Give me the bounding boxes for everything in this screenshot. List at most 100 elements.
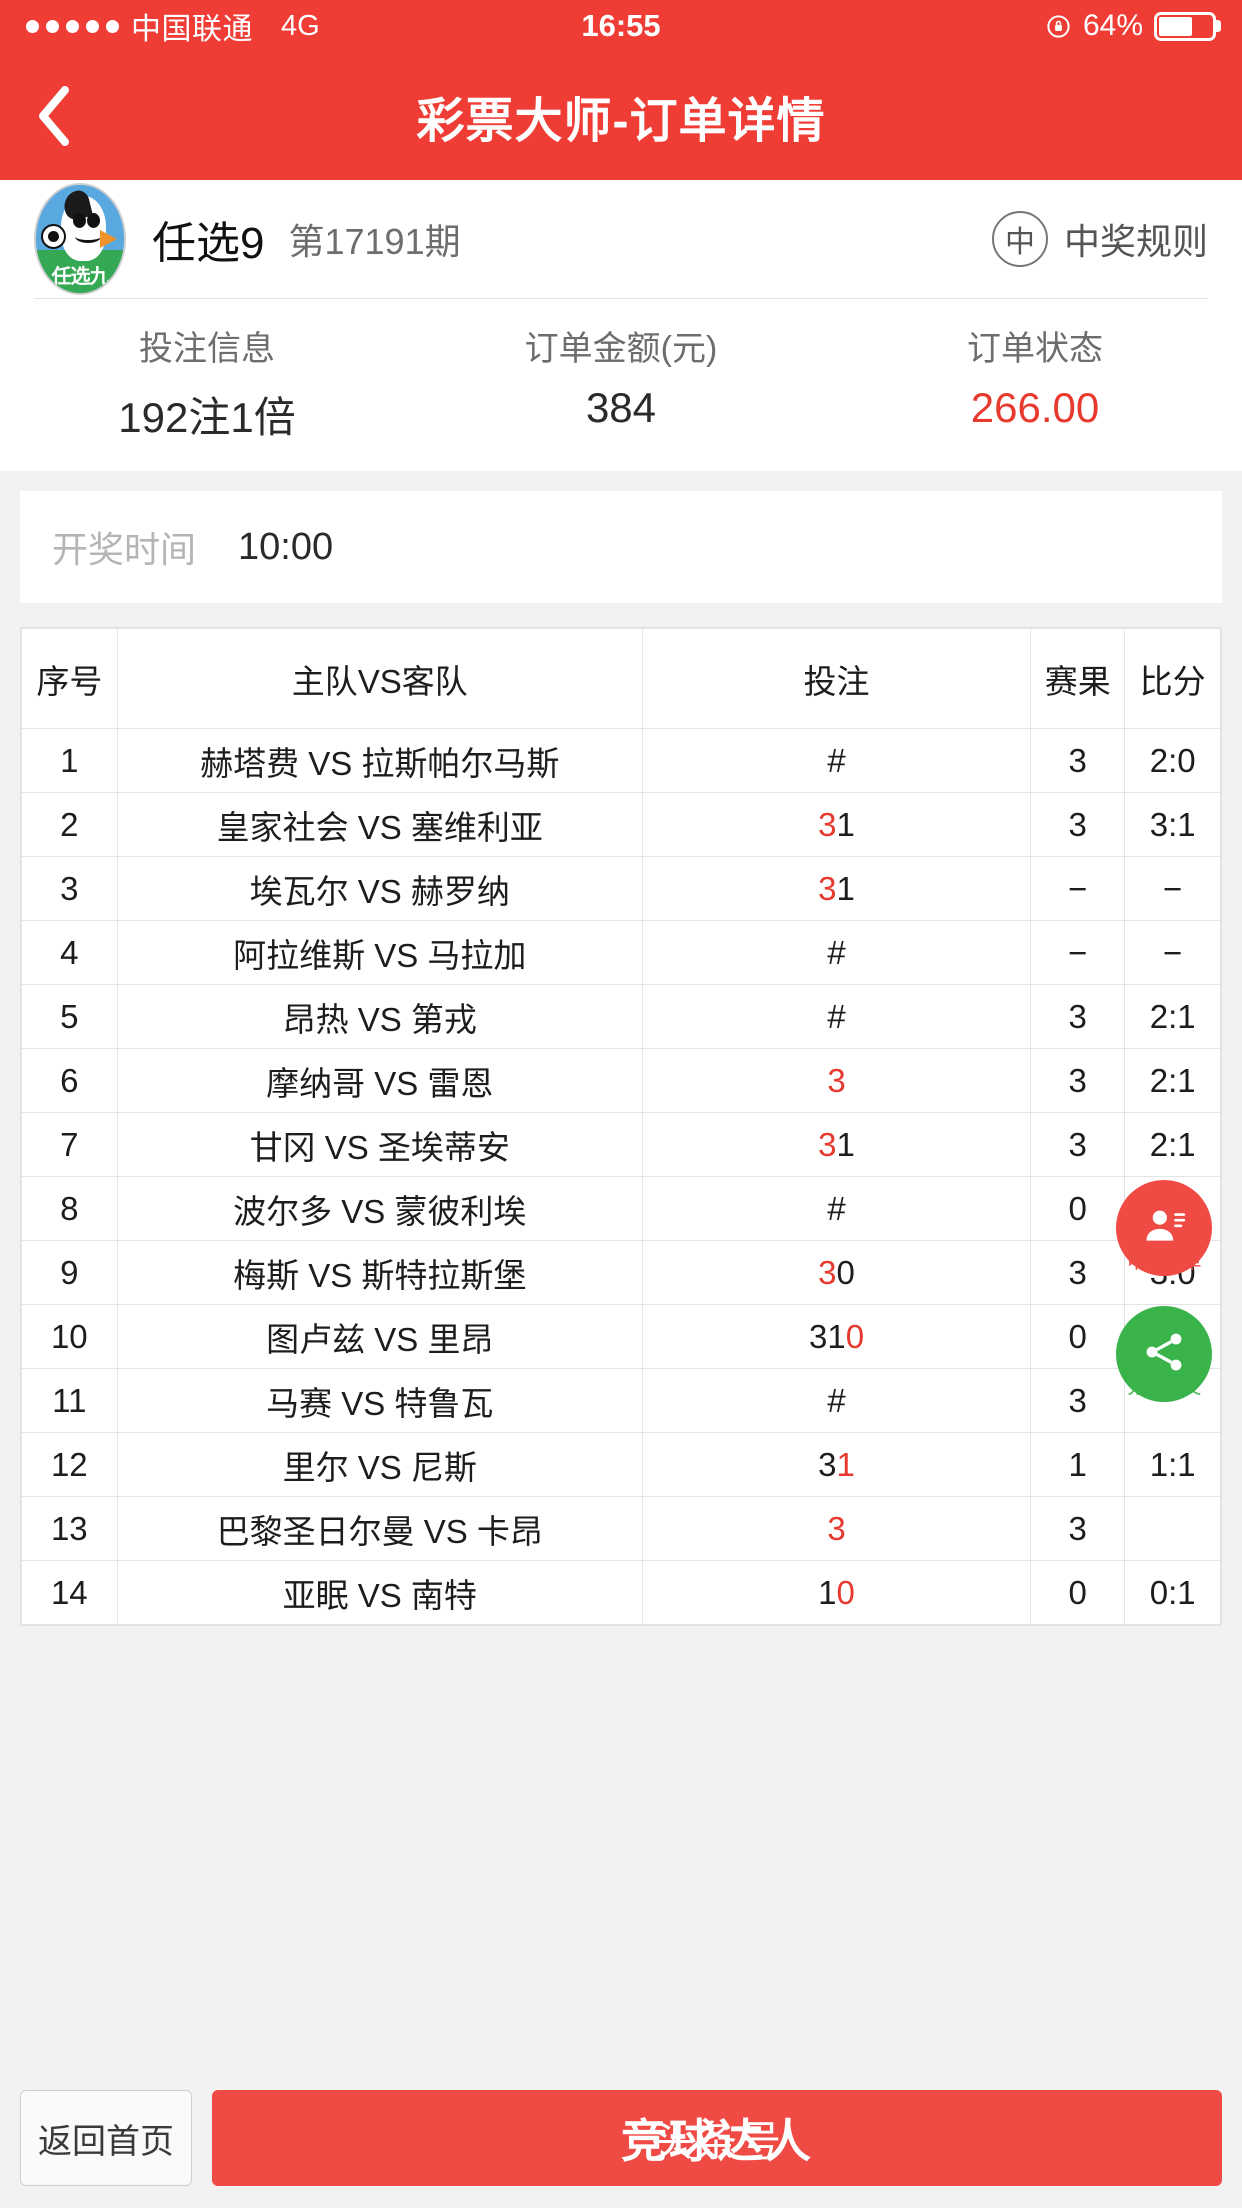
table-row: 12 里尔 VS 尼斯 31 1 1:1: [21, 1432, 1221, 1497]
signal-dots-icon: [26, 19, 119, 33]
share-button[interactable]: [1116, 1306, 1212, 1402]
cell-bet: #: [641, 1368, 1032, 1433]
status-bar: 中国联通 4G 16:55 64%: [0, 0, 1242, 52]
cell-bet: 31: [641, 856, 1032, 921]
cell-no: 7: [21, 1112, 118, 1177]
nav-bar: 彩票大师-订单详情: [0, 52, 1242, 180]
cell-no: 9: [21, 1240, 118, 1305]
bet-digit-red: 1: [836, 1445, 855, 1483]
bottom-action-bar: 返回首页 头条号 竞球达人: [0, 2068, 1242, 2208]
cell-no: 13: [21, 1496, 118, 1561]
back-to-home-button[interactable]: 返回首页: [20, 2090, 192, 2186]
table-row: 9梅斯 VS 斯特拉斯堡3033:0: [21, 1240, 1221, 1305]
prize-rule-button[interactable]: 中 中奖规则: [991, 211, 1208, 267]
cell-result: 3: [1030, 984, 1126, 1049]
cell-bet: 30: [641, 1240, 1032, 1305]
table-row: 13 巴黎圣日尔曼 VS 卡昂 3 3: [21, 1496, 1221, 1561]
prize-badge-icon: 中: [991, 211, 1048, 267]
stat-bet-info: 投注信息 192注1倍: [0, 321, 414, 445]
cell-no: 3: [21, 856, 118, 921]
game-issue-label: 第17191期: [288, 221, 461, 262]
cell-teams: 波尔多 VS 蒙彼利埃: [116, 1176, 643, 1241]
primary-action-button[interactable]: 头条号 竞球达人: [212, 2090, 1222, 2186]
bet-digit-red: 3: [818, 1125, 837, 1163]
logo-ribbon-label: 任选九: [51, 265, 110, 288]
cell-no: 10: [21, 1304, 118, 1369]
cell-score: 2:1: [1124, 1112, 1221, 1177]
cell-bet: #: [641, 984, 1032, 1049]
cell-teams: 赫塔费 VS 拉斯帕尔马斯: [116, 728, 643, 793]
stat-value: 192注1倍: [118, 394, 296, 441]
share-caption: 分享好友: [1126, 1377, 1202, 1398]
rotation-lock-icon: [1045, 13, 1072, 40]
section-gap: [0, 471, 1242, 491]
cell-no: 2: [21, 792, 118, 857]
cell-no: 1: [21, 728, 118, 793]
game-name-label: 任选9: [152, 219, 265, 268]
match-table-body: 1 赫塔费 VS 拉斯帕尔马斯 #3 2:0 2 皇家社会 VS 塞维利亚 31 3 3:1 3 埃…: [21, 728, 1221, 1625]
cell-teams: 皇家社会 VS 塞维利亚: [116, 792, 643, 857]
bet-digit-red: 3: [818, 1253, 837, 1291]
bet-digit-black: 1: [836, 869, 855, 907]
bet-digit-red: 3: [827, 1061, 846, 1099]
cell-result: 3: [1030, 1368, 1126, 1433]
bet-digit-red: 3: [818, 869, 837, 907]
cell-score: 1:1: [1124, 1432, 1221, 1497]
table-row: 7 甘冈 VS 圣埃蒂安 31 3 2:1: [21, 1112, 1221, 1177]
table-row: 4 阿拉维斯 VS 马拉加 # − −: [21, 920, 1221, 985]
bet-digit-red: 3: [827, 1509, 846, 1547]
col-header-no: 序号: [21, 628, 118, 729]
cell-result: 3: [1030, 1112, 1126, 1177]
bet-digit-red: 0: [836, 1573, 855, 1611]
bet-digit-black: #: [827, 933, 846, 971]
game-header-row: 任选九 任选9 第17191期 中 中奖规则: [0, 180, 1242, 298]
bet-digit-black: #: [827, 741, 846, 779]
cell-bet: #: [641, 920, 1032, 985]
cell-result: 3: [1030, 1496, 1126, 1561]
bet-digit-black: 0: [836, 1253, 855, 1291]
cell-teams: 摩纳哥 VS 雷恩: [116, 1048, 643, 1113]
section-gap: [0, 603, 1242, 627]
cell-no: 6: [21, 1048, 118, 1113]
draw-time-label: 开奖时间: [52, 529, 197, 570]
order-summary-card: 任选九 任选9 第17191期 中 中奖规则 投注信息 192注1倍 订单金额(…: [0, 180, 1242, 471]
cell-score: 2:1: [1124, 984, 1221, 1049]
col-header-bet: 投注: [641, 628, 1032, 729]
cell-teams: 甘冈 VS 圣埃蒂安: [116, 1112, 643, 1177]
cell-bet: #: [641, 728, 1032, 793]
cell-teams: 马赛 VS 特鲁瓦: [116, 1368, 643, 1433]
cell-score: 3:1: [1124, 792, 1221, 857]
cell-teams: 昂热 VS 第戎: [116, 984, 643, 1049]
cell-score: 2:0: [1124, 728, 1221, 793]
primary-action-label: 竞球达人: [621, 2115, 813, 2167]
stat-label: 订单状态: [967, 330, 1103, 368]
person-apply-icon: [1139, 1201, 1189, 1256]
col-header-teams: 主队VS客队: [116, 628, 643, 729]
cell-result: 0: [1030, 1176, 1126, 1241]
cell-result: 0: [1030, 1304, 1126, 1369]
draw-time-value: 10:00: [238, 525, 334, 568]
bet-digit-black: 1: [818, 1573, 837, 1611]
apply-refund-button[interactable]: [1116, 1180, 1212, 1276]
stat-order-amount: 订单金额(元) 384: [414, 321, 828, 445]
table-row: 11 马赛 VS 特鲁瓦 #3: [21, 1368, 1221, 1433]
cell-score: 2:1: [1124, 1048, 1221, 1113]
cell-bet: 31: [641, 792, 1032, 857]
cell-teams: 埃瓦尔 VS 赫罗纳: [116, 856, 643, 921]
cell-bet: 310: [641, 1304, 1032, 1369]
cell-teams: 亚眠 VS 南特: [116, 1560, 643, 1625]
cell-bet: 10: [641, 1560, 1032, 1625]
cell-no: 12: [21, 1432, 118, 1497]
match-table-wrapper: 序号 主队VS客队 投注 赛果 比分 1 赫塔费 VS 拉斯帕尔马斯 #3 2:0 2 皇…: [20, 627, 1222, 1626]
back-button[interactable]: [0, 52, 110, 180]
cell-no: 14: [21, 1560, 118, 1625]
cell-result: 3: [1030, 1240, 1126, 1305]
lottery-logo-icon: 任选九: [34, 183, 126, 295]
bet-digit-black: #: [827, 1381, 846, 1419]
cell-no: 4: [21, 920, 118, 985]
col-header-score: 比分: [1124, 628, 1221, 729]
cell-result: 0: [1030, 1560, 1126, 1625]
